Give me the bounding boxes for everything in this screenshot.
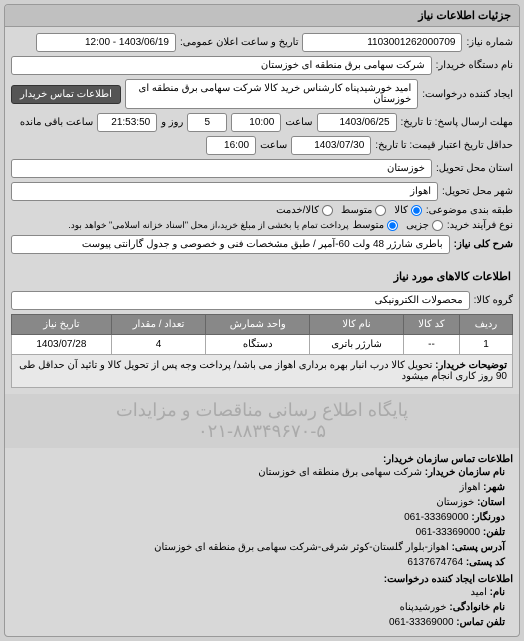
watermark-line1: پایگاه اطلاع رسانی مناقصات و مزایدات — [11, 400, 513, 421]
credit-date: 1403/07/30 — [291, 136, 371, 155]
remain-days: 5 — [187, 113, 227, 132]
org-postcode-line: کد پستی: 6137674764 — [11, 555, 513, 570]
th-unit: واحد شمارش — [206, 315, 310, 335]
watermark-line2: ۰۲۱-۸۸۳۴۹۶۷۰-۵ — [11, 421, 513, 442]
purchase-note: پرداخت تمام یا بخشی از مبلغ خرید،از محل … — [68, 220, 348, 231]
org-info-title: اطلاعات تماس سازمان خریدار: — [11, 454, 513, 465]
goods-group-label: گروه کالا: — [474, 295, 513, 306]
td-code: -- — [403, 335, 459, 355]
deadline-send-date: 1403/06/25 — [317, 113, 397, 132]
category-goods[interactable]: کالا — [394, 205, 422, 216]
td-row: 1 — [459, 335, 512, 355]
remain-label2: ساعت باقی مانده — [20, 117, 93, 128]
category-service[interactable]: کالا/خدمت — [276, 205, 333, 216]
td-date: 1403/07/28 — [12, 335, 112, 355]
goods-group-value: محصولات الکترونیکی — [11, 291, 470, 310]
org-name-line: نام سازمان خریدار: شرکت سهامی برق منطقه … — [11, 465, 513, 480]
category-label: طبقه بندی موضوعی: — [426, 205, 513, 216]
category-medium[interactable]: متوسط — [341, 205, 386, 216]
buyer-device-label: نام دستگاه خریدار: — [436, 60, 513, 71]
city-value: اهواز — [11, 182, 438, 201]
purchase-general[interactable]: جزیی — [406, 220, 443, 231]
reg-number-label: شماره نیاز: — [466, 37, 513, 48]
org-addr-line: آدرس پستی: اهواز-بلوار گلستان-کوثر شرقی-… — [11, 540, 513, 555]
category-radio-group: کالا متوسط کالا/خدمت — [276, 205, 422, 216]
org-phone-line: تلفن: 33369000-061 — [11, 525, 513, 540]
credit-date-label: حداقل تاریخ اعتبار قیمت: تا تاریخ: — [375, 140, 513, 151]
panel-title: جزئیات اطلاعات نیاز — [5, 5, 519, 27]
purchase-type-label: نوع فرآیند خرید: — [447, 220, 513, 231]
deadline-send-time: 10:00 — [231, 113, 281, 132]
td-unit: دستگاه — [206, 335, 310, 355]
creator-value: امید خورشیدپناه کارشناس خرید کالا شرکت س… — [125, 79, 418, 109]
credit-time-label: ساعت — [260, 140, 287, 151]
buyer-contact-button[interactable]: اطلاعات تماس خریدار — [11, 85, 121, 104]
creator-last-line: نام خانوادگی: خورشیدپناه — [11, 600, 513, 615]
remain-label1: روز و — [161, 117, 183, 128]
deadline-time-label: ساعت — [285, 117, 312, 128]
th-date: تاریخ نیاز — [12, 315, 112, 335]
creator-name-line: نام: امید — [11, 585, 513, 600]
goods-table: ردیف کد کالا نام کالا واحد شمارش تعداد /… — [11, 314, 513, 388]
td-name: شارژر باتری — [310, 335, 404, 355]
th-qty: تعداد / مقدار — [111, 315, 206, 335]
org-fax-line: دورنگار: 33369000-061 — [11, 510, 513, 525]
province-value: خوزستان — [11, 159, 432, 178]
purchase-radio-group: جزیی متوسط — [353, 220, 443, 231]
th-code: کد کالا — [403, 315, 459, 335]
province-label: استان محل تحویل: — [436, 163, 513, 174]
org-city-line: شهر: اهواز — [11, 480, 513, 495]
announce-date-value: 1403/06/19 - 12:00 — [36, 33, 176, 52]
remain-time: 21:53:50 — [97, 113, 157, 132]
creator-phone-line: تلفن تماس: 33369000-061 — [11, 615, 513, 630]
td-qty: 4 — [111, 335, 206, 355]
desc-cell: توضیحات خریدار: تحویل کالا درب انبار بهر… — [12, 355, 513, 388]
reg-number-value: 1103001262000709 — [302, 33, 462, 52]
purchase-medium[interactable]: متوسط — [353, 220, 398, 231]
org-province-line: استان: خوزستان — [11, 495, 513, 510]
table-header-row: ردیف کد کالا نام کالا واحد شمارش تعداد /… — [12, 315, 513, 335]
desc-row: توضیحات خریدار: تحویل کالا درب انبار بهر… — [12, 355, 513, 388]
full-desc-label: شرح کلی نیاز: — [454, 239, 513, 250]
full-desc-value: باطری شارژر 48 ولت 60-آمپر / طبق مشخصات … — [11, 235, 450, 254]
table-row: 1 -- شارژر باتری دستگاه 4 1403/07/28 — [12, 335, 513, 355]
goods-info-title: اطلاعات کالاهای مورد نیاز — [13, 270, 511, 283]
creator-label: ایجاد کننده درخواست: — [422, 89, 513, 100]
deadline-send-label: مهلت ارسال پاسخ: تا تاریخ: — [401, 117, 513, 128]
watermark-section: پایگاه اطلاع رسانی مناقصات و مزایدات ۰۲۱… — [5, 394, 519, 448]
credit-time: 16:00 — [206, 136, 256, 155]
buyer-device-value: شرکت سهامی برق منطقه ای خوزستان — [11, 56, 432, 75]
th-name: نام کالا — [310, 315, 404, 335]
city-label: شهر محل تحویل: — [442, 186, 513, 197]
announce-date-label: تاریخ و ساعت اعلان عمومی: — [180, 37, 299, 48]
th-row: ردیف — [459, 315, 512, 335]
